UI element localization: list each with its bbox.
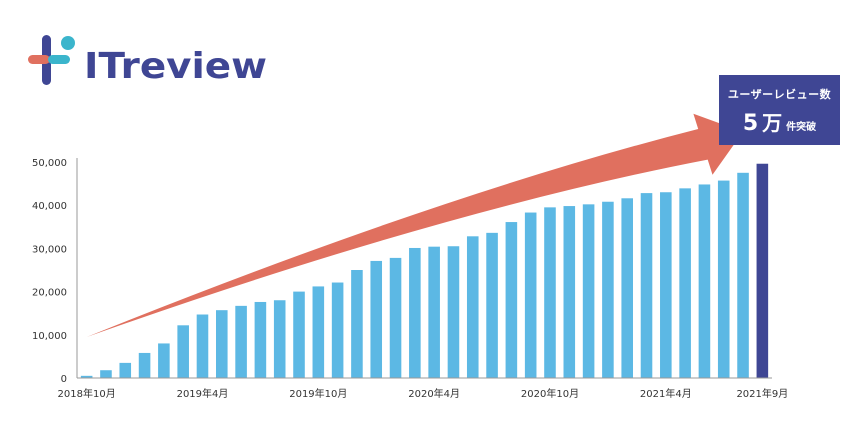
x-tick-label: 2018年10月 [58,387,116,400]
x-tick-label: 2019年4月 [177,387,229,400]
itreview-logo-wordmark: ITreview [84,46,267,85]
itreview-logo: ITreview [28,35,267,85]
bar-2020-06 [466,236,479,378]
callout-title: ユーザーレビュー数 [727,88,832,101]
bar-2021-03 [640,193,653,378]
bar-2021-07 [717,180,730,378]
y-tick-label: 10,000 [32,331,67,342]
bar-2021-06 [698,184,711,378]
callout-suffix: 件突破 [786,122,817,133]
bar-2019-09 [293,291,305,378]
callout-number: 5 [742,111,759,136]
bar-2020-10 [544,207,556,378]
x-tick-label: 2021年4月 [640,387,692,400]
callout-unit: 万 [762,111,783,135]
y-tick-label: 20,000 [32,288,67,299]
x-tick-labels: 2018年10月 2019年4月 2019年10月 2020年4月 2020年10月 20… [58,387,789,400]
bar-2019-04 [196,314,209,378]
bar-2020-07 [486,232,498,378]
bar-2021-04 [660,192,672,378]
bar-2019-07 [254,301,267,378]
bar-2019-05 [216,310,228,378]
bar-2020-04 [428,246,440,378]
bar-2020-09 [524,212,537,378]
bar-2020-03 [409,247,421,378]
y-tick-labels: 0 10,000 20,000 30,000 40,000 50,000 [32,158,67,385]
bar-2018-11 [100,370,112,378]
growth-trend-arrow [86,113,743,337]
bar-2020-05 [447,246,460,378]
y-tick-label: 30,000 [32,244,67,255]
bar-2018-10 [80,375,93,378]
callout-milestone: 5 万件突破 [719,107,840,136]
bar-2021-01 [602,201,614,378]
bars-group [80,163,769,378]
bar-2021-08 [737,172,749,378]
milestone-callout-box: ユーザーレビュー数 5 万件突破 [719,75,840,145]
bar-2020-08 [505,222,518,378]
y-tick-label: 50,000 [32,158,67,169]
bar-2019-06 [235,305,247,378]
y-tick-label: 0 [61,374,67,385]
x-tick-label: 2021年9月 [736,387,788,400]
x-tick-label: 2020年4月 [408,387,460,400]
bar-2018-12 [119,362,132,378]
y-tick-label: 40,000 [32,201,67,212]
bar-2019-08 [273,300,286,378]
bar-2021-09 [756,163,769,378]
x-tick-label: 2020年10月 [521,387,579,400]
bar-2019-02 [158,343,170,378]
x-tick-label: 2019年10月 [289,387,347,400]
bar-2020-01 [370,260,383,378]
bar-2021-02 [621,198,633,378]
bar-2019-12 [351,270,363,378]
bar-2021-05 [679,188,691,378]
bar-2019-10 [312,286,325,378]
bar-2020-02 [389,257,402,378]
bar-2020-11 [563,206,576,378]
bar-2020-12 [582,204,595,378]
bar-2019-01 [138,352,151,378]
bar-2019-11 [331,282,344,378]
bar-2019-03 [177,325,189,378]
itreview-logo-mark [28,35,75,85]
